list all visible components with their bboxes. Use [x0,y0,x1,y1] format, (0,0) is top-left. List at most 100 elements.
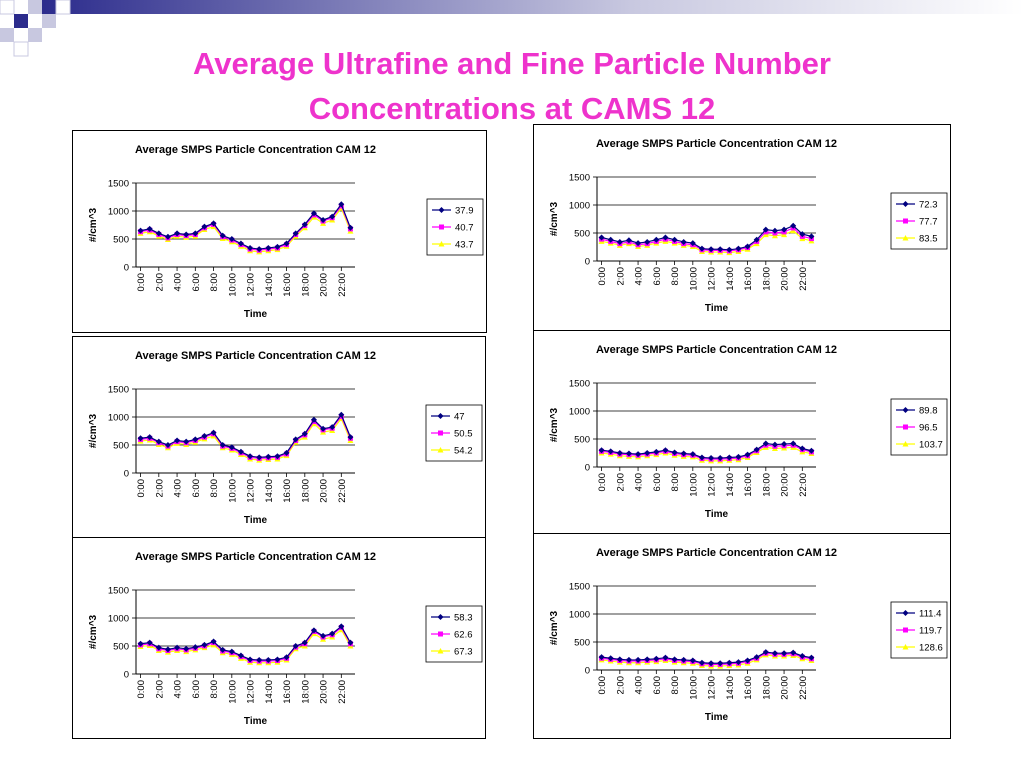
data-point [903,218,908,224]
data-point [625,656,632,663]
data-point [164,442,171,448]
x-axis-label: Time [705,712,729,723]
series-line [601,225,812,251]
x-tick-label: 18:00 [300,273,311,297]
data-point [301,221,308,228]
data-point [292,230,299,237]
chart-title: Average SMPS Particle Concentration CAM … [135,144,376,156]
legend-label: 83.5 [919,234,938,245]
x-tick-label: 16:00 [743,473,754,497]
data-point [790,649,797,656]
data-point [790,222,797,229]
data-point [598,234,605,241]
x-tick-label: 8:00 [670,473,681,492]
y-tick-label: 500 [574,229,590,240]
data-point [320,216,327,223]
x-tick-label: 0:00 [136,479,147,498]
x-tick-label: 4:00 [173,273,184,292]
legend-label: 67.3 [454,647,473,658]
x-tick-label: 18:00 [761,676,772,700]
data-point [329,630,336,637]
data-point [274,243,281,250]
x-tick-label: 16:00 [743,676,754,700]
chart-title: Average SMPS Particle Concentration CAM … [135,551,376,563]
data-point [744,243,751,250]
data-point [201,641,208,648]
x-tick-label: 20:00 [780,267,791,291]
x-tick-label: 0:00 [136,680,147,699]
x-tick-label: 2:00 [154,273,165,292]
data-point [607,236,614,243]
data-point [671,656,678,663]
y-tick-label: 500 [574,435,590,446]
x-tick-label: 4:00 [634,676,645,695]
data-point [210,429,217,436]
x-tick-label: 12:00 [707,267,718,291]
data-point [717,455,724,462]
x-tick-label: 8:00 [670,267,681,286]
chart-title: Average SMPS Particle Concentration CAM … [596,138,837,150]
data-point [902,610,909,616]
legend-label: 54.2 [454,446,473,457]
y-tick-label: 1500 [569,582,590,593]
y-axis-label: #/cm^3 [549,407,560,442]
data-point [799,445,806,452]
x-tick-label: 14:00 [725,267,736,291]
legend-label: 103.7 [919,440,943,451]
legend-label: 47 [454,412,465,423]
chart-panel-1: Average SMPS Particle Concentration CAM … [72,130,487,333]
data-point [438,241,445,247]
data-point [283,240,290,247]
slide-title-line2: Concentrations at CAMS 12 [308,91,716,126]
x-tick-label: 22:00 [798,473,809,497]
data-point [671,449,678,456]
x-tick-label: 18:00 [761,267,772,291]
data-point [607,655,614,662]
data-point [726,454,733,461]
data-point [137,227,144,234]
x-tick-label: 12:00 [246,273,257,297]
data-point [680,238,687,245]
y-tick-label: 1000 [569,201,590,212]
legend-label: 43.7 [455,240,474,251]
data-point [137,640,144,647]
x-tick-label: 6:00 [191,680,202,699]
data-point [781,650,788,657]
x-tick-label: 16:00 [282,479,293,503]
x-tick-label: 10:00 [688,676,699,700]
data-point [735,245,742,252]
data-point [437,614,444,620]
y-axis-label: #/cm^3 [549,201,560,236]
x-tick-label: 6:00 [652,267,663,286]
legend-box [890,398,948,456]
data-point [438,430,443,436]
data-point [265,657,272,663]
slide-decoration [0,0,1024,57]
x-tick-label: 10:00 [227,680,238,704]
data-point [689,657,696,664]
chart-svg: Average SMPS Particle Concentration CAM … [549,547,948,723]
data-point [790,227,797,234]
y-tick-label: 500 [574,638,590,649]
x-tick-label: 2:00 [154,479,165,498]
series-line [140,204,351,251]
legend-label: 119.7 [919,626,942,637]
data-point [329,424,336,431]
x-tick-label: 2:00 [154,680,165,699]
data-point [301,639,308,646]
x-tick-label: 2:00 [615,267,626,286]
data-point [698,245,705,252]
data-point [283,654,290,661]
x-tick-label: 16:00 [282,273,293,297]
x-tick-label: 2:00 [615,676,626,695]
data-point [265,244,272,251]
data-point [625,450,632,457]
data-point [762,440,769,447]
data-point [228,444,235,451]
data-point [320,425,327,432]
data-point [653,655,660,662]
data-point [174,644,181,651]
x-tick-label: 10:00 [227,273,238,297]
data-point [338,411,345,418]
data-point [653,448,660,455]
